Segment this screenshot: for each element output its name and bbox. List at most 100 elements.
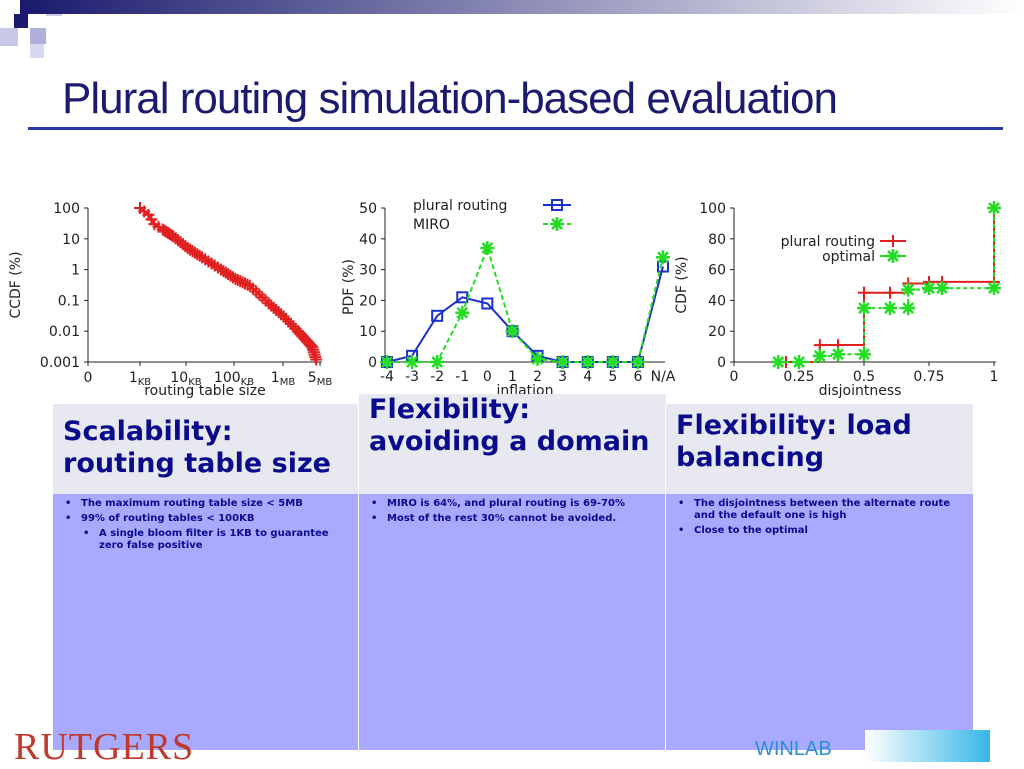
x-tick-label: 0: [84, 370, 93, 386]
data-point-MIRO: [555, 355, 570, 369]
winlab-logo: WINLAB: [755, 738, 832, 760]
x-tick-label: 1: [990, 369, 999, 385]
x-tick-label: 3: [558, 369, 567, 385]
panel-header: Scalability: routing table size: [53, 404, 359, 494]
data-point-MIRO: [455, 305, 470, 320]
data-point-MIRO: [505, 324, 520, 339]
data-point-optimal: [901, 301, 916, 316]
sub-bullet-item: A single bloom filter is 1KB to guarante…: [83, 528, 349, 552]
data-point-optimal: [857, 301, 871, 316]
series-line-plural-routing: [786, 208, 995, 363]
winlab-logo-bar: [865, 730, 990, 762]
data-point-optimal: [831, 347, 845, 362]
data-point-optimal: [987, 281, 1001, 296]
y-tick-label: 40: [359, 232, 377, 248]
x-tick-label: 6: [633, 369, 642, 385]
panel-scalability: Scalability: routing table size The maxi…: [52, 404, 359, 750]
panel-header: Flexibility: avoiding a domain: [359, 394, 666, 494]
series-line-plural-routing: [386, 266, 664, 363]
series-line-optimal: [778, 208, 995, 363]
y-tick-label: 20: [708, 324, 726, 340]
corner-square-light-4: [30, 44, 44, 58]
bullet-item: Most of the rest 30% cannot be avoided.: [371, 513, 656, 525]
y-axis-label: CCDF (%): [8, 251, 24, 318]
legend-marker: [550, 217, 564, 231]
x-tick-label: 0.75: [913, 369, 944, 385]
data-point-optimal: [771, 355, 786, 369]
panel-body: The disjointness between the alternate r…: [666, 494, 973, 750]
y-tick-label: 40: [708, 293, 726, 309]
x-tick-label: 5: [608, 369, 617, 385]
panel-body: The maximum routing table size < 5MB 99%…: [53, 494, 359, 750]
title-underline: [28, 127, 1003, 130]
corner-square-light-2: [30, 28, 46, 44]
data-point-optimal: [857, 347, 871, 362]
legend-marker: [887, 235, 899, 247]
data-point-MIRO: [480, 241, 495, 256]
x-tick-label: 1KB: [129, 370, 151, 388]
x-tick-label: 0.5: [853, 369, 875, 385]
y-axis-label: PDF (%): [341, 259, 357, 315]
legend-marker: [886, 249, 900, 263]
bullet-item: Close to the optimal: [678, 525, 963, 537]
x-tick-label: 0: [730, 369, 739, 385]
x-tick-label: N/A: [651, 369, 676, 385]
data-point-plural-routing: [858, 286, 870, 299]
bullet-item: 99% of routing tables < 100KB: [65, 513, 349, 525]
bullet-item: The disjointness between the alternate r…: [678, 498, 963, 522]
data-point-MIRO: [605, 355, 620, 369]
y-tick-label: 0.001: [40, 355, 80, 371]
data-point-plural-routing: [431, 309, 444, 322]
data-point-MIRO: [530, 351, 545, 366]
data-point-optimal: [987, 201, 1001, 215]
evaluation-panels: Scalability: routing table size The maxi…: [52, 394, 973, 750]
data-point-MIRO: [656, 250, 670, 265]
y-tick-label: 30: [359, 263, 377, 279]
ccdf-point-marker: [310, 353, 323, 366]
y-axis-label: CDF (%): [674, 256, 690, 313]
legend-label: MIRO: [413, 217, 450, 233]
y-tick-label: 0.01: [49, 324, 80, 340]
x-tick-label: 1: [508, 369, 517, 385]
data-point-optimal: [922, 281, 936, 296]
legend-label: plural routing: [413, 198, 507, 214]
data-point-optimal: [812, 348, 827, 363]
x-tick-label: 4: [583, 369, 592, 385]
y-tick-label: 0: [368, 355, 377, 371]
y-tick-label: 10: [359, 324, 377, 340]
panel-body: MIRO is 64%, and plural routing is 69-70…: [359, 494, 666, 750]
bullet-item: MIRO is 64%, and plural routing is 69-70…: [371, 498, 656, 510]
data-point-MIRO: [380, 355, 394, 369]
bullet-item: The maximum routing table size < 5MB: [65, 498, 349, 510]
y-tick-label: 0: [717, 355, 726, 371]
x-tick-label: -2: [430, 369, 444, 385]
x-tick-label: -1: [455, 369, 469, 385]
x-tick-label: 10KB: [170, 370, 201, 388]
y-tick-label: 80: [708, 232, 726, 248]
y-tick-label: 0.1: [58, 293, 80, 309]
y-tick-label: 100: [699, 201, 726, 217]
y-tick-label: 1: [71, 263, 80, 279]
data-point-plural-routing: [481, 297, 494, 310]
legend-label: optimal: [822, 249, 875, 265]
legend-label: plural routing: [781, 234, 875, 250]
y-tick-label: 10: [62, 232, 80, 248]
x-tick-label: 1MB: [271, 370, 296, 388]
data-point-MIRO: [580, 355, 595, 369]
corner-square-dark: [14, 14, 28, 28]
cdf-disjointness-chart: 0 20 40 60 80 100 0 0.25 0.5 0.75 1 disjointness CDF…: [674, 201, 1001, 399]
x-axis-label: disjointness: [819, 383, 902, 399]
x-axis-label: routing table size: [144, 383, 266, 399]
x-tick-label: 0: [483, 369, 492, 385]
corner-square-light-1: [0, 28, 18, 46]
x-tick-label: 5MB: [308, 370, 333, 388]
rutgers-logo: RUTGERS: [14, 726, 195, 768]
x-tick-label: -4: [380, 369, 394, 385]
series-line-MIRO: [387, 244, 664, 363]
panel-header: Flexibility: load balancing: [666, 404, 973, 494]
data-point-MIRO: [630, 355, 645, 369]
x-tick-label: 100KB: [214, 370, 254, 388]
title-gradient-bar: [20, 0, 1024, 14]
